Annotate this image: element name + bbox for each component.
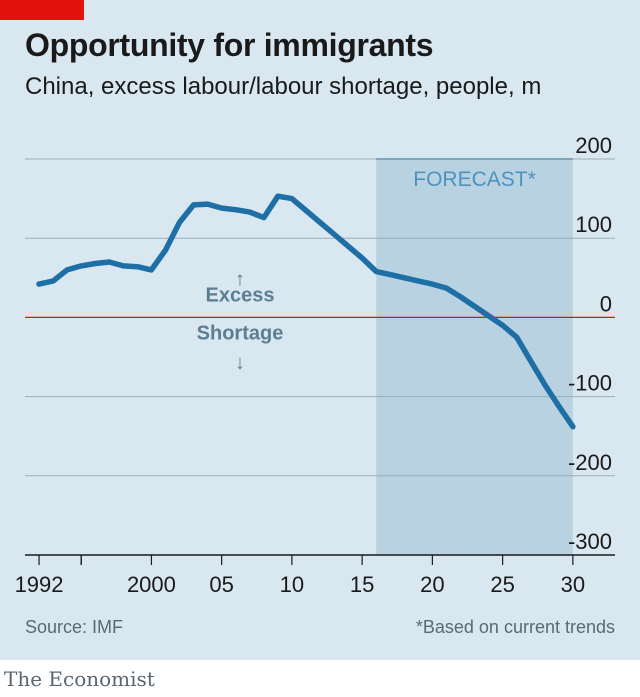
y-tick-label: 0 [600, 291, 612, 316]
chart-svg: FORECAST* 200 100 0 -100 -200 -300 1992 2000 05 10… [15, 133, 615, 597]
y-tick-label: 200 [575, 133, 612, 158]
shortage-arrow-icon: ↓ [235, 352, 245, 374]
x-tick-label: 10 [280, 572, 304, 597]
x-tick-label: 30 [561, 572, 585, 597]
x-tick-label: 25 [490, 572, 514, 597]
excess-arrow-icon: ↑ [235, 268, 245, 290]
series-line [36, 193, 576, 430]
economist-logo: The Economist [4, 667, 155, 691]
forecast-label: FORECAST* [413, 168, 536, 191]
annotation-shortage: Shortage [197, 323, 284, 345]
chart-subtitle: China, excess labour/labour shortage, pe… [25, 73, 542, 100]
x-tick-label: 2000 [127, 572, 176, 597]
forecast-band [376, 159, 573, 555]
x-tick-label: 15 [350, 572, 374, 597]
annotation-excess: Excess [206, 285, 275, 307]
chart-title: Opportunity for immigrants [25, 27, 434, 63]
source-note: Source: IMF [25, 617, 124, 637]
y-tick-label: 100 [575, 212, 612, 237]
y-tick-label: -300 [568, 529, 612, 554]
y-tick-label: -200 [568, 450, 612, 475]
brand-red-tag [0, 0, 84, 20]
y-tick-label: -100 [568, 371, 612, 396]
x-tick-label: 20 [420, 572, 444, 597]
x-tick-label: 1992 [15, 572, 64, 597]
x-tick-label: 05 [209, 572, 233, 597]
footnote: *Based on current trends [415, 617, 615, 637]
